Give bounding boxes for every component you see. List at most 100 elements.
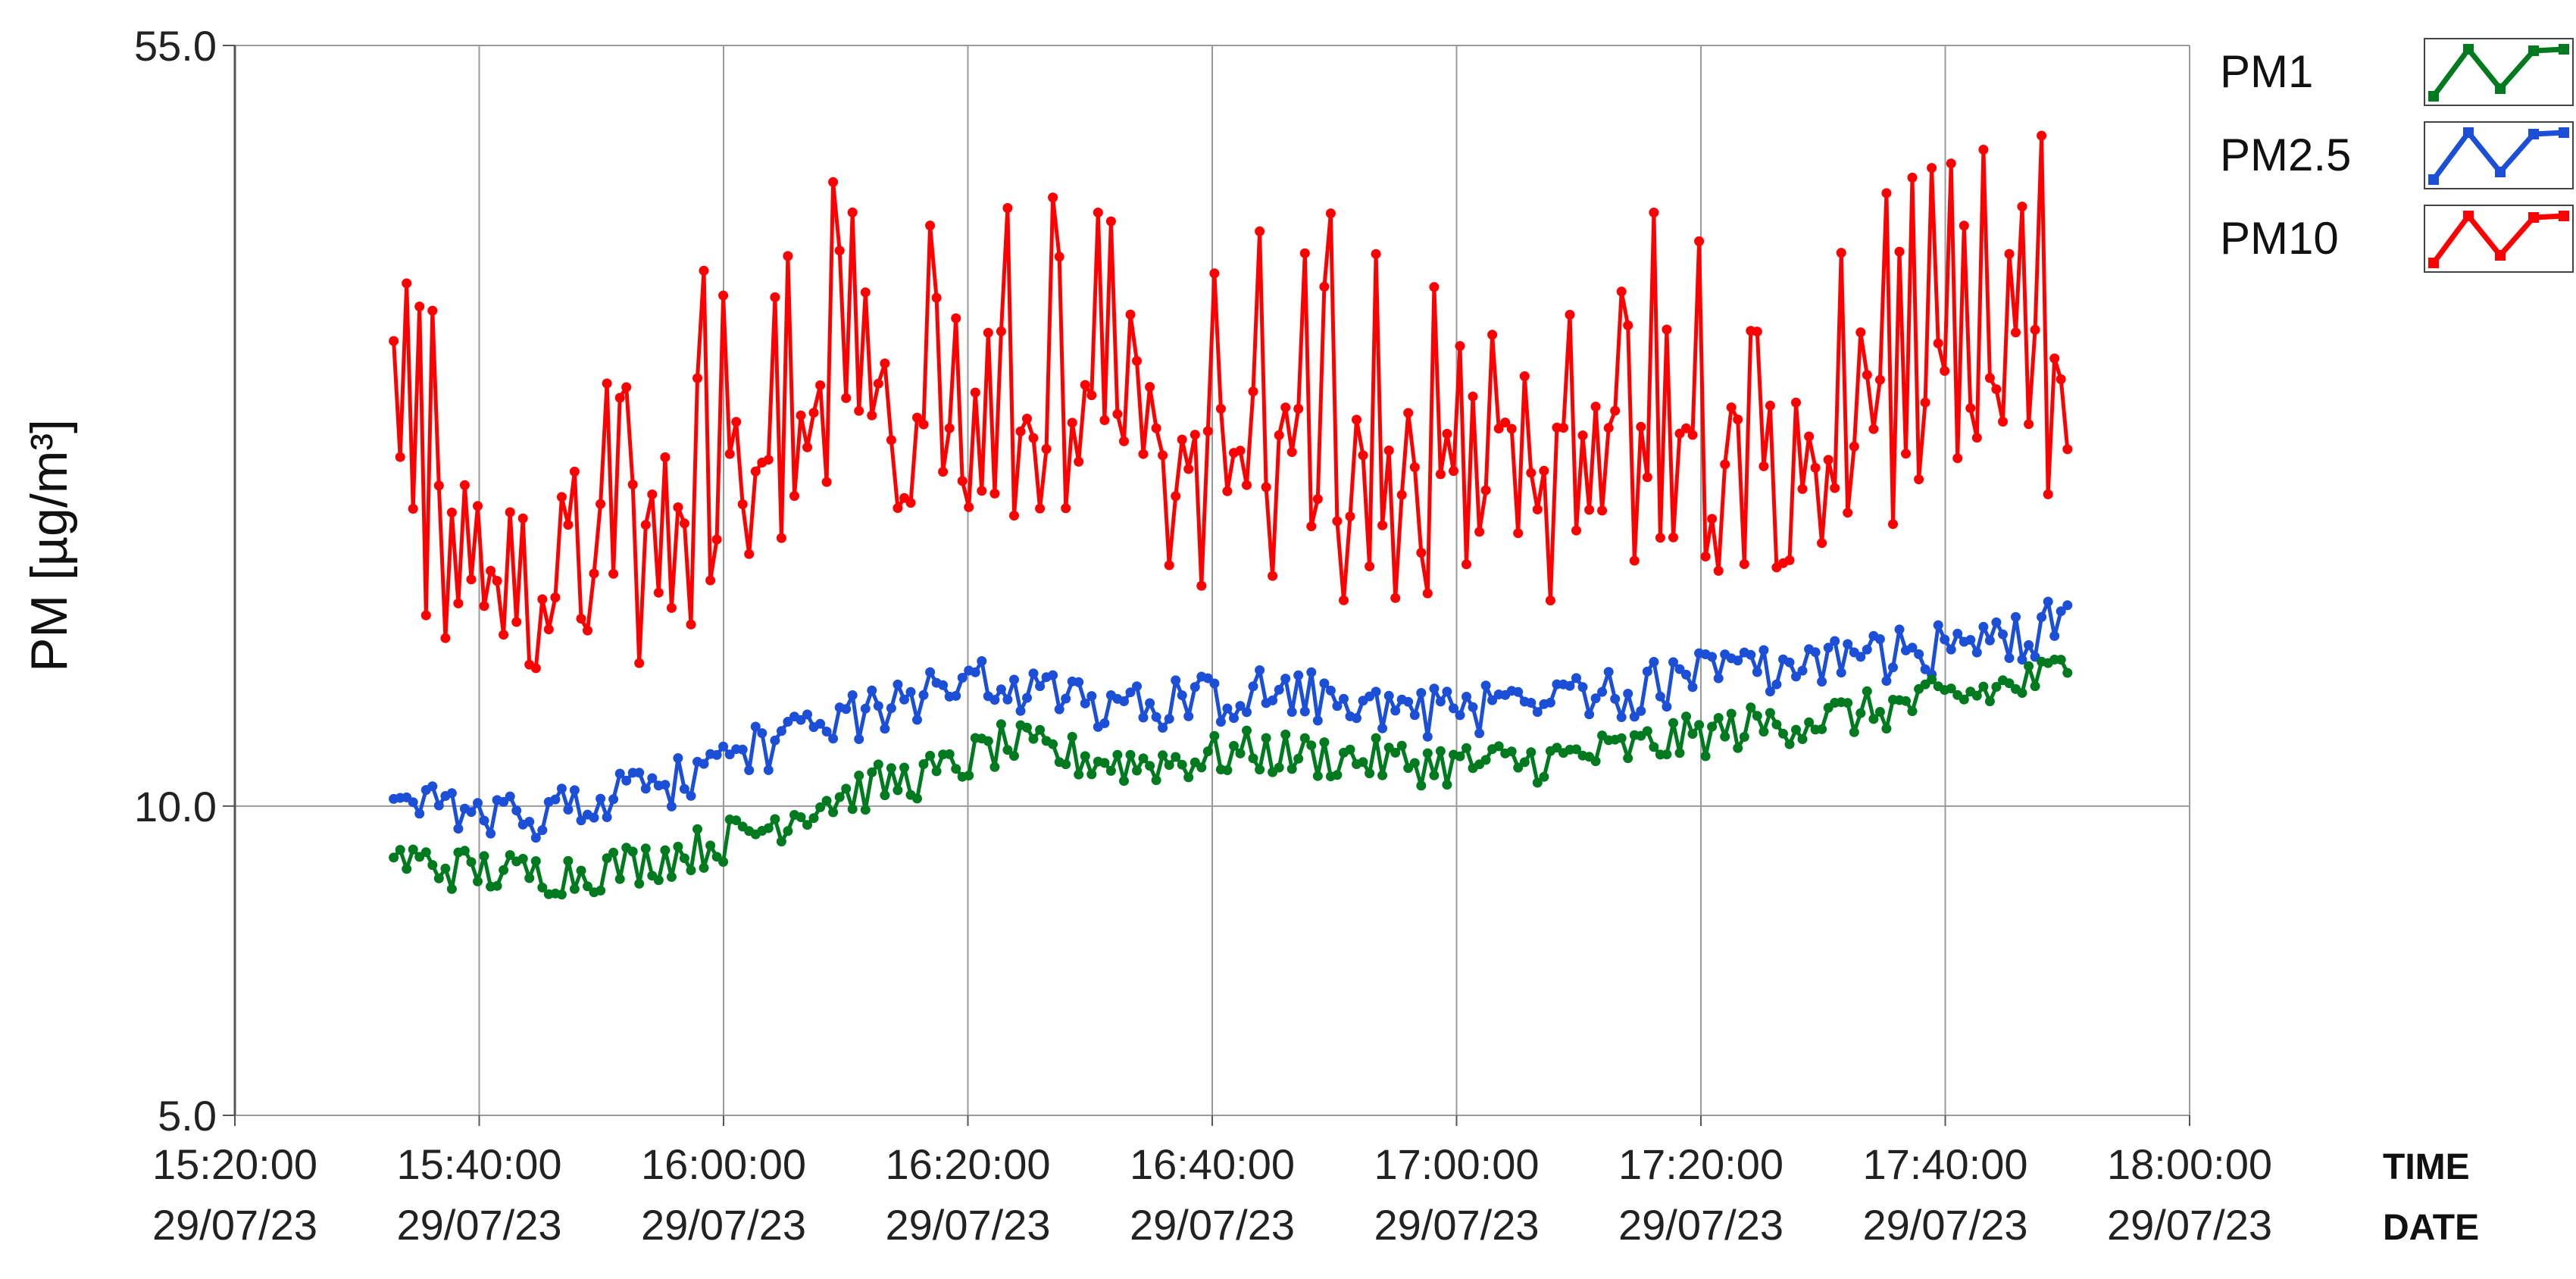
data-point bbox=[821, 796, 832, 806]
data-point bbox=[1823, 643, 1834, 653]
data-point bbox=[1099, 758, 1110, 768]
x-tick-time-label: 18:00:00 bbox=[2107, 1140, 2272, 1188]
data-point bbox=[964, 502, 974, 512]
data-point bbox=[705, 575, 716, 586]
data-point bbox=[1655, 533, 1665, 543]
x-tick-date-label: 29/07/23 bbox=[397, 1201, 562, 1249]
data-point bbox=[550, 593, 561, 602]
data-point bbox=[1119, 776, 1129, 786]
data-point bbox=[1080, 751, 1090, 761]
data-point bbox=[1177, 434, 1187, 445]
data-point bbox=[1080, 380, 1090, 390]
data-point bbox=[1449, 703, 1458, 714]
data-point bbox=[1984, 635, 1995, 646]
data-point bbox=[486, 828, 496, 839]
data-point bbox=[951, 764, 961, 774]
data-point bbox=[1171, 491, 1181, 502]
data-point bbox=[2017, 688, 2027, 698]
data-point bbox=[1603, 423, 1614, 433]
data-point bbox=[614, 392, 625, 403]
data-point bbox=[1190, 430, 1200, 440]
data-point bbox=[1035, 724, 1046, 735]
data-point bbox=[1843, 639, 1853, 649]
data-point bbox=[1668, 532, 1678, 543]
data-point bbox=[1668, 718, 1678, 728]
data-point bbox=[1636, 421, 1646, 432]
data-point bbox=[1539, 465, 1549, 476]
data-point bbox=[918, 690, 929, 700]
data-point bbox=[1526, 468, 1537, 478]
data-point bbox=[634, 768, 645, 778]
data-point bbox=[2062, 444, 2073, 455]
data-point bbox=[1674, 748, 1685, 758]
data-point bbox=[1817, 538, 1827, 549]
data-point bbox=[1183, 464, 1194, 474]
data-point bbox=[1616, 712, 1627, 722]
data-point bbox=[796, 410, 806, 421]
data-point bbox=[1642, 666, 1652, 677]
data-point bbox=[1817, 724, 1827, 734]
data-point bbox=[1480, 680, 1491, 691]
data-point bbox=[389, 336, 399, 346]
data-point bbox=[1242, 707, 1252, 718]
data-point bbox=[576, 815, 586, 826]
data-point bbox=[757, 728, 767, 739]
data-point bbox=[1888, 519, 1898, 530]
data-point bbox=[828, 177, 839, 187]
data-point bbox=[1048, 192, 1058, 203]
data-point bbox=[1681, 423, 1691, 433]
data-point bbox=[1255, 765, 1265, 775]
data-point bbox=[576, 614, 586, 624]
data-point bbox=[530, 833, 541, 843]
data-point bbox=[1358, 450, 1368, 461]
data-point bbox=[530, 856, 541, 866]
data-point bbox=[1784, 739, 1795, 749]
data-point bbox=[1733, 414, 1743, 425]
data-point bbox=[1707, 652, 1718, 662]
data-point bbox=[1881, 676, 1892, 686]
data-point bbox=[1164, 714, 1174, 724]
data-point bbox=[1286, 707, 1297, 718]
data-point bbox=[446, 507, 457, 518]
data-point bbox=[1371, 686, 1381, 697]
data-point bbox=[1571, 744, 1581, 755]
data-point bbox=[1952, 628, 1963, 639]
data-point bbox=[1862, 370, 1872, 380]
data-point bbox=[1002, 694, 1013, 705]
data-point bbox=[1442, 429, 1452, 439]
data-point bbox=[686, 619, 696, 630]
data-point bbox=[473, 876, 483, 887]
data-point bbox=[1746, 649, 1756, 660]
data-point bbox=[989, 761, 1000, 772]
data-point bbox=[718, 741, 729, 752]
data-point bbox=[2017, 655, 2027, 665]
data-point bbox=[1151, 775, 1161, 786]
data-point bbox=[1959, 220, 1969, 231]
data-point bbox=[492, 880, 502, 891]
data-point bbox=[1455, 710, 1465, 721]
data-point bbox=[1616, 286, 1627, 297]
data-point bbox=[918, 419, 929, 430]
data-point bbox=[2011, 327, 2021, 338]
data-point bbox=[1299, 733, 1310, 743]
data-point bbox=[556, 890, 567, 900]
data-point bbox=[1480, 755, 1491, 765]
data-point bbox=[2043, 489, 2053, 499]
data-point bbox=[1584, 505, 1595, 515]
data-point bbox=[653, 875, 664, 886]
data-point bbox=[1325, 685, 1336, 696]
data-point bbox=[899, 694, 909, 705]
data-point bbox=[1506, 424, 1517, 434]
data-point bbox=[505, 850, 515, 860]
data-point bbox=[1984, 696, 1995, 707]
data-point bbox=[1390, 705, 1401, 716]
data-point bbox=[1358, 757, 1368, 768]
data-point bbox=[1590, 756, 1601, 767]
data-point bbox=[2024, 661, 2034, 671]
data-point bbox=[2062, 668, 2073, 678]
data-point bbox=[1138, 753, 1149, 764]
data-point bbox=[2055, 655, 2066, 665]
data-point bbox=[970, 387, 980, 398]
data-point bbox=[1894, 624, 1905, 635]
data-point bbox=[1888, 662, 1898, 673]
